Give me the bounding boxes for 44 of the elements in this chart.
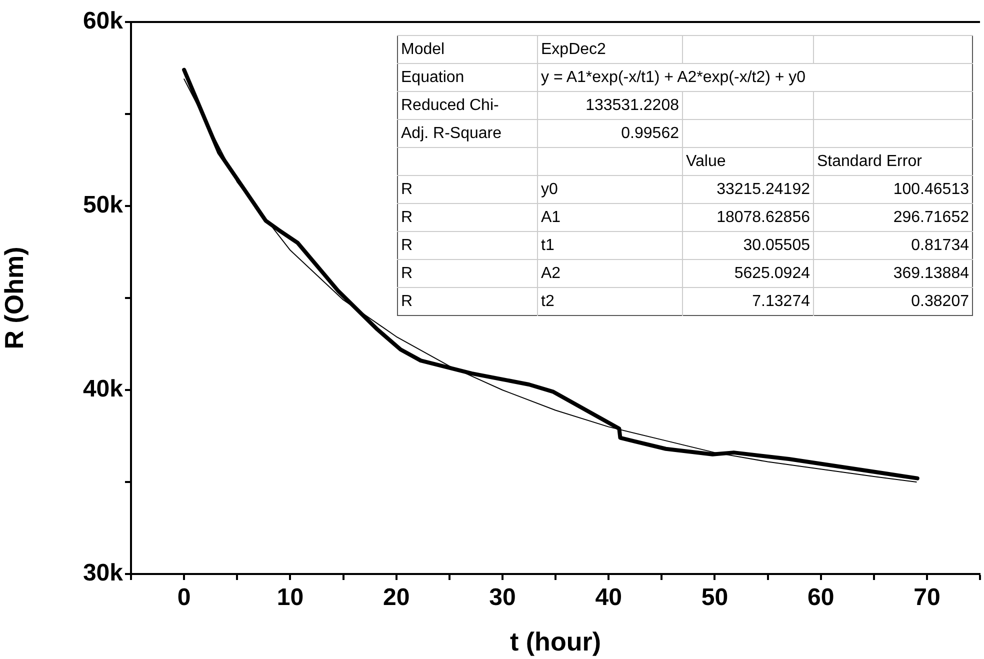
annotation: t2 xyxy=(538,288,682,316)
annotation: Adj. R-Square xyxy=(398,120,538,148)
annotation: y0 xyxy=(538,176,682,204)
annotation: R xyxy=(398,260,538,288)
annotation: y = A1*exp(-x/t1) + A2*exp(-x/t2) + y0 xyxy=(540,68,806,88)
x-tick-label: 20 xyxy=(382,584,410,612)
y-tick-label: 60k xyxy=(82,8,124,35)
annotation: A2 xyxy=(538,260,682,288)
annotation: 0.81734 xyxy=(814,232,972,260)
annotation: R xyxy=(398,232,538,260)
x-tick-label: 0 xyxy=(177,584,191,612)
x-tick-label: 50 xyxy=(701,584,728,612)
annotation: 7.13274 xyxy=(682,288,814,316)
y-axis-title: R (Ohm) xyxy=(0,246,29,350)
annotation: R xyxy=(398,204,538,232)
annotation: 0.38207 xyxy=(814,288,972,316)
annotation: 5625.0924 xyxy=(682,260,814,288)
annotation: R xyxy=(398,288,538,316)
annotation: Value xyxy=(682,148,814,176)
y-tick-label: 50k xyxy=(82,192,124,219)
x-tick-label: 10 xyxy=(276,584,304,612)
annotation: 33215.24192 xyxy=(682,176,814,204)
annotation: Reduced Chi- xyxy=(398,92,538,120)
x-tick-label: 40 xyxy=(595,584,622,612)
annotation: 18078.62856 xyxy=(682,204,814,232)
x-tick-label: 30 xyxy=(489,584,516,612)
y-tick-label: 40k xyxy=(82,376,124,403)
x-axis-title: t (hour) xyxy=(510,626,601,657)
annotation: 30.05505 xyxy=(682,232,814,260)
annotation: R xyxy=(398,176,538,204)
annotation: 296.71652 xyxy=(814,204,972,232)
x-tick-label: 60 xyxy=(807,584,834,612)
annotation: t1 xyxy=(538,232,682,260)
y-tick-label: 30k xyxy=(82,560,124,587)
annotation: 133531.2208 xyxy=(538,92,682,120)
annotation: Standard Error xyxy=(814,148,972,176)
annotation: Model xyxy=(398,36,538,64)
annotation: ExpDec2 xyxy=(538,36,682,64)
annotation: A1 xyxy=(538,204,682,232)
annotation: Equation xyxy=(398,64,538,92)
annotation: 100.46513 xyxy=(814,176,972,204)
annotation: 0.99562 xyxy=(538,120,682,148)
annotation: 369.13884 xyxy=(814,260,972,288)
x-tick-label: 70 xyxy=(914,584,940,612)
